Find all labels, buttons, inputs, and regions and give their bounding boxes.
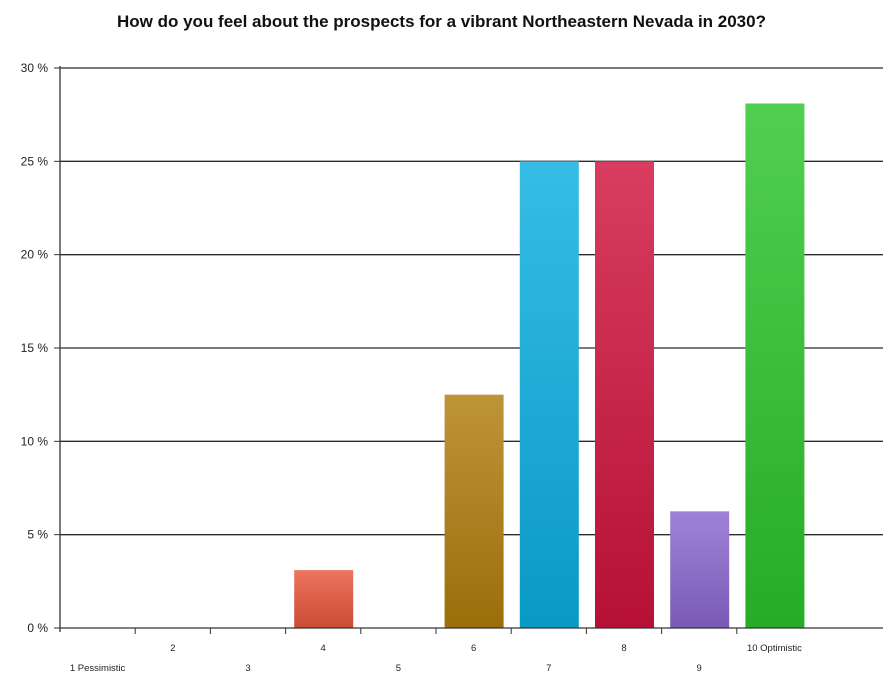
- bar-7: [519, 161, 579, 629]
- bar-9: [670, 511, 730, 628]
- tick-labels: 0 % 5 % 10 % 15 % 20 % 25 % 30 % 1 Pessimistic 2…: [21, 61, 802, 674]
- x-tick-label: 2: [170, 643, 175, 654]
- y-tick-label: 20 %: [21, 248, 49, 262]
- bar-4: [294, 570, 354, 628]
- y-tick-label: 25 %: [21, 154, 49, 168]
- bar-8: [595, 161, 654, 629]
- y-tick-label: 10 %: [21, 434, 49, 448]
- y-tick-label: 5 %: [27, 528, 48, 542]
- bar-6: [444, 394, 504, 628]
- x-tick-label: 7: [546, 663, 551, 674]
- chart-title: How do you feel about the prospects for …: [117, 12, 766, 31]
- x-tick-label: 9: [697, 663, 702, 674]
- y-tick-label: 15 %: [21, 341, 49, 355]
- x-tick-label: 1 Pessimistic: [70, 663, 126, 674]
- axes: [54, 66, 883, 634]
- x-tick-label: 5: [396, 663, 401, 674]
- x-tick-label: 3: [245, 663, 250, 674]
- x-tick-label: 6: [471, 643, 476, 654]
- y-tick-label: 30 %: [21, 61, 49, 75]
- bar-10: [745, 103, 805, 628]
- x-tick-label: 4: [321, 643, 326, 654]
- y-tick-label: 0 %: [27, 621, 48, 635]
- x-tick-label: 10 Optimistic: [747, 643, 802, 654]
- x-tick-label: 8: [621, 643, 626, 654]
- bars: [294, 103, 805, 629]
